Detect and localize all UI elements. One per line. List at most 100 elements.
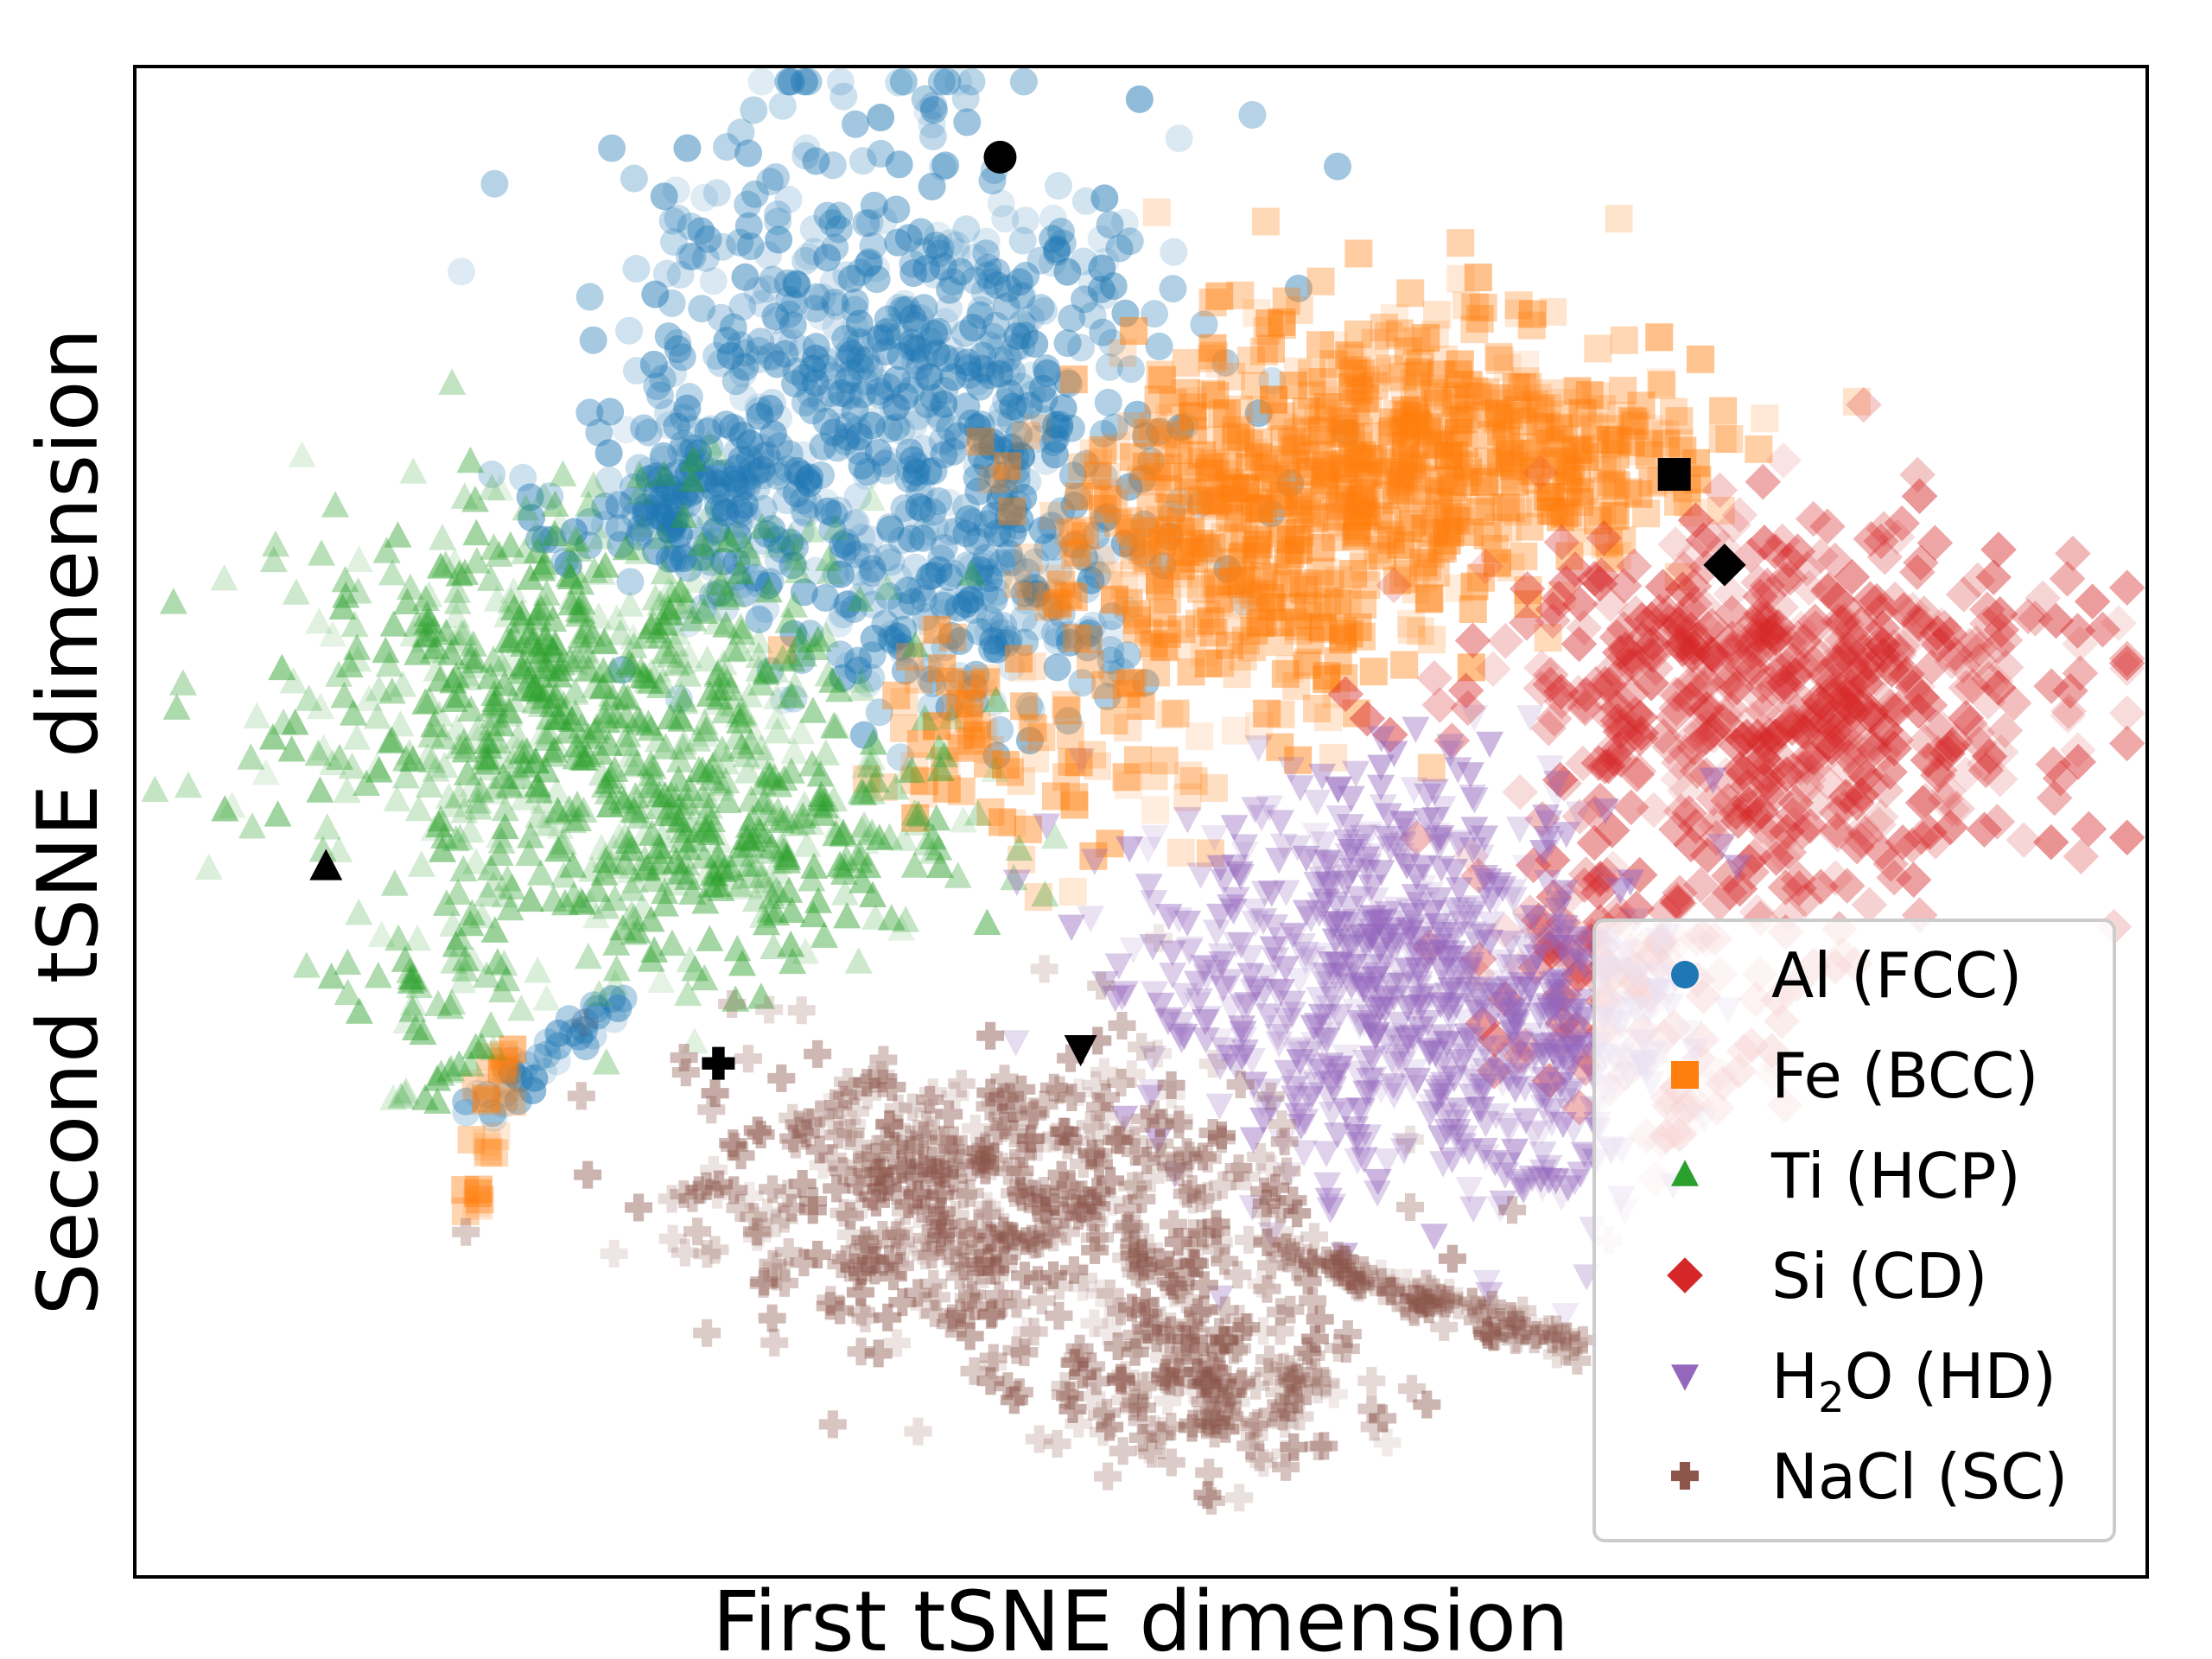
point-circle <box>1118 533 1147 562</box>
point-circle <box>966 301 995 329</box>
point-circle <box>1002 466 1031 494</box>
point-triangle-up <box>364 961 392 988</box>
point-circle <box>1012 557 1040 586</box>
point-square <box>1005 645 1033 673</box>
point-circle <box>664 335 692 364</box>
point-circle <box>992 357 1020 385</box>
point-square <box>1054 518 1083 546</box>
point-circle <box>783 270 811 299</box>
point-circle <box>963 413 992 442</box>
point-circle <box>670 429 698 458</box>
point-circle <box>735 429 764 457</box>
point-triangle-down <box>1303 789 1332 817</box>
point-circle <box>1257 499 1286 528</box>
point-plus <box>718 989 747 1018</box>
point-circle <box>841 296 869 324</box>
point-circle <box>1027 294 1055 322</box>
point-circle <box>746 345 774 373</box>
point-circle <box>663 545 691 574</box>
point-square <box>1109 339 1137 367</box>
point-circle <box>694 417 722 446</box>
point-square <box>1194 650 1223 678</box>
point-triangle-up <box>549 460 577 486</box>
point-circle <box>877 620 906 649</box>
point-square <box>1052 696 1081 725</box>
point-circle <box>910 294 938 322</box>
point-circle <box>633 456 662 485</box>
point-circle <box>944 346 972 375</box>
point-circle <box>957 586 985 614</box>
point-circle <box>995 626 1023 654</box>
point-circle <box>882 413 911 442</box>
point-circle <box>936 518 964 546</box>
point-circle <box>789 441 817 469</box>
point-square <box>1433 526 1461 555</box>
point-circle <box>730 465 759 493</box>
point-circle <box>727 118 755 147</box>
point-circle <box>753 519 781 548</box>
point-circle <box>935 488 963 517</box>
point-circle <box>927 67 956 96</box>
point-triangle-up <box>306 776 334 803</box>
point-circle <box>727 570 755 599</box>
point-circle <box>756 448 785 477</box>
point-circle <box>819 268 848 296</box>
point-square <box>1142 198 1171 226</box>
point-circle <box>885 68 913 97</box>
point-circle <box>1007 372 1036 401</box>
point-triangle-up <box>438 368 467 395</box>
point-circle <box>643 372 671 401</box>
point-circle <box>728 359 757 388</box>
point-circle <box>899 304 927 333</box>
point-circle <box>1043 653 1071 682</box>
point-circle <box>725 495 753 524</box>
point-circle <box>809 433 837 461</box>
point-circle <box>753 275 781 303</box>
point-circle <box>653 399 682 428</box>
point-circle <box>660 481 689 510</box>
point-circle <box>913 653 942 682</box>
point-circle <box>1090 281 1119 309</box>
point-circle <box>664 328 692 357</box>
point-square <box>1100 489 1128 518</box>
point-circle <box>1211 348 1240 377</box>
point-circle <box>932 588 961 616</box>
point-circle <box>499 1060 527 1089</box>
point-circle <box>1020 330 1049 359</box>
point-circle <box>983 519 1012 548</box>
point-circle <box>596 397 625 426</box>
point-square <box>1311 451 1339 480</box>
point-circle <box>1052 367 1081 396</box>
point-circle <box>935 563 963 592</box>
point-circle <box>1098 328 1127 357</box>
point-circle <box>791 388 819 416</box>
point-circle <box>924 317 952 346</box>
point-circle <box>823 434 852 462</box>
point-circle <box>895 438 924 467</box>
point-square <box>1420 518 1448 547</box>
point-circle <box>877 625 906 653</box>
point-circle <box>654 322 683 351</box>
point-circle <box>799 215 828 244</box>
point-circle <box>890 289 918 318</box>
point-circle <box>821 233 849 262</box>
point-plus <box>818 1410 847 1439</box>
point-square <box>1314 399 1343 428</box>
point-circle <box>775 300 804 328</box>
point-circle <box>674 489 702 518</box>
point-circle <box>763 350 791 378</box>
point-circle <box>899 250 927 278</box>
point-circle <box>725 531 753 559</box>
point-circle <box>801 556 830 585</box>
point-circle <box>732 545 760 574</box>
point-circle <box>1129 540 1158 569</box>
point-circle <box>755 394 784 423</box>
point-circle <box>722 548 751 576</box>
point-circle <box>908 578 937 607</box>
point-circle <box>665 520 694 549</box>
point-circle <box>899 259 928 288</box>
point-circle <box>1030 296 1058 325</box>
point-circle <box>779 311 807 340</box>
point-square <box>1146 360 1174 389</box>
point-circle <box>479 1099 507 1128</box>
